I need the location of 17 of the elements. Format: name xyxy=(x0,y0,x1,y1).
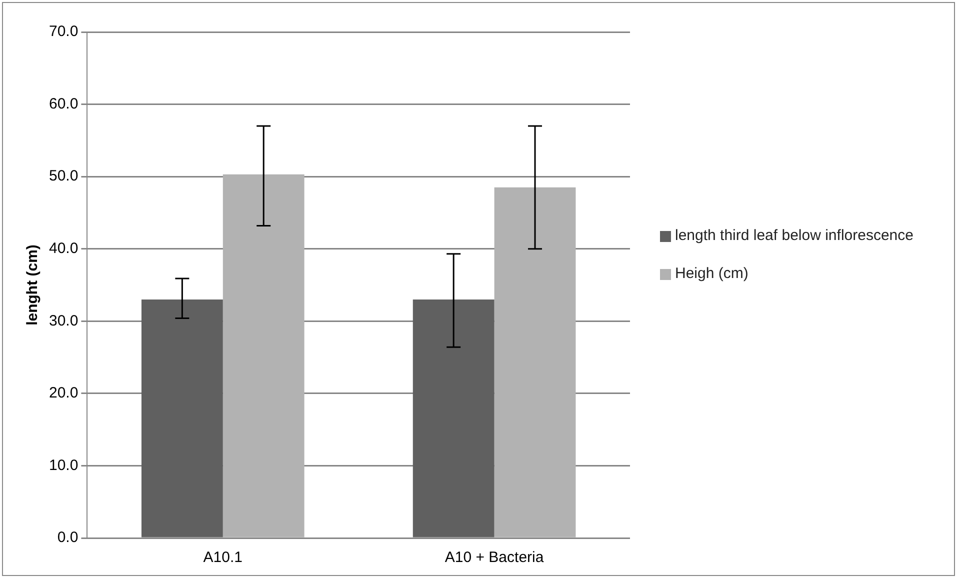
y-axis-title: lenght (cm) xyxy=(24,244,42,326)
y-tick-label: 30.0 xyxy=(48,312,78,330)
y-tick-label: 60.0 xyxy=(48,95,78,112)
x-tick-label: A10.1 xyxy=(203,549,242,566)
y-tick-label: 70.0 xyxy=(48,23,78,40)
y-tick-label: 0.0 xyxy=(57,529,78,546)
bar xyxy=(222,174,304,538)
y-tick-label: 40.0 xyxy=(48,240,78,257)
bar xyxy=(494,187,576,538)
y-tick-label: 20.0 xyxy=(48,384,78,402)
legend-label: Heigh (cm) xyxy=(675,264,748,284)
bar xyxy=(141,299,223,538)
y-tick-label: 10.0 xyxy=(48,456,78,474)
x-tick-label: A10 + Bacteria xyxy=(444,549,544,566)
legend-label: length third leaf below inflorescence xyxy=(675,226,914,246)
y-tick-label: 50.0 xyxy=(48,168,78,185)
bar xyxy=(412,299,494,538)
